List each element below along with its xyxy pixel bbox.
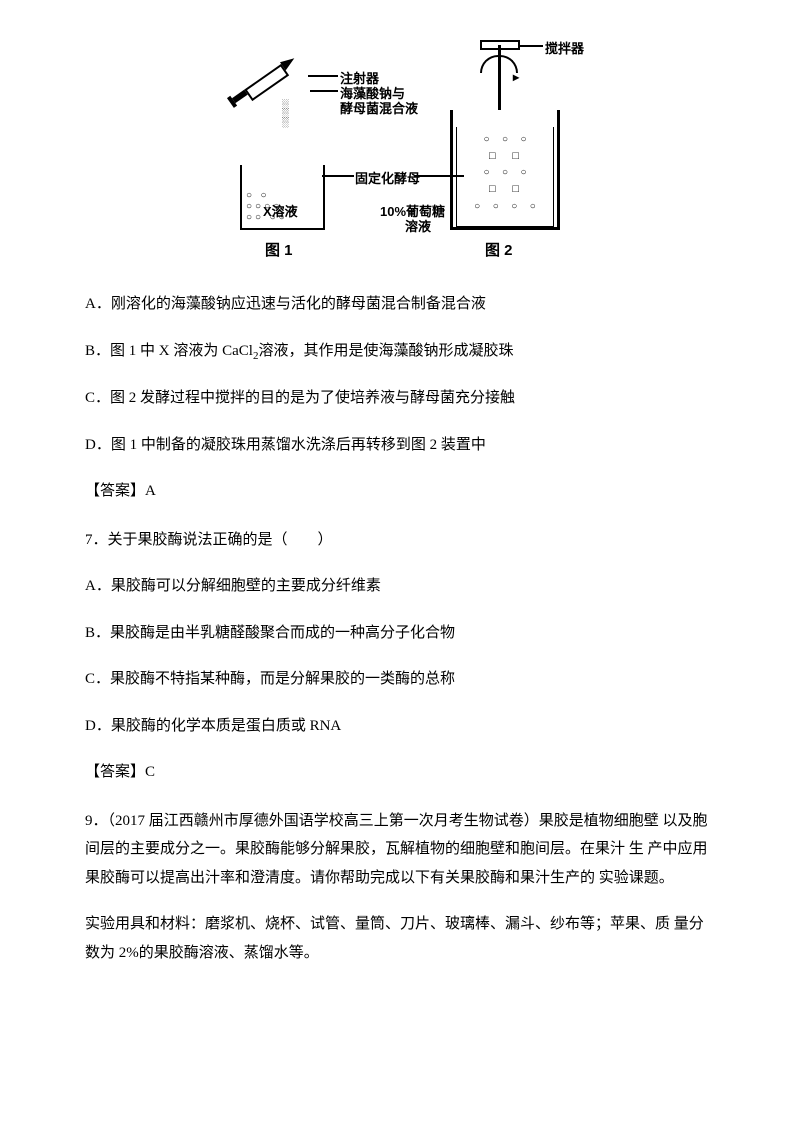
- leader-line: [308, 75, 338, 77]
- q6-option-c: C．图 2 发酵过程中搅拌的目的是为了使培养液与酵母菌充分接触: [85, 384, 715, 413]
- diagram-container: ░░░ ○ ○○○○○○○ ○○ ▸ ○ ○ ○□ □○ ○ ○□ □○ ○ ○…: [85, 40, 715, 265]
- label-mixture2: 酵母菌混合液: [340, 97, 418, 122]
- q7-option-d: D．果胶酶的化学本质是蛋白质或 RNA: [85, 712, 715, 741]
- q6-option-b: B．图 1 中 X 溶液为 CaCl2溶液，其作用是使海藻酸钠形成凝胶珠: [85, 337, 715, 367]
- experiment-diagram: ░░░ ○ ○○○○○○○ ○○ ▸ ○ ○ ○□ □○ ○ ○□ □○ ○ ○…: [220, 40, 580, 265]
- caption-fig1: 图 1: [265, 237, 293, 266]
- drops: ░░░: [282, 100, 288, 127]
- q9-materials: 实验用具和材料：磨浆机、烧杯、试管、量筒、刀片、玻璃棒、漏斗、纱布等；苹果、质 …: [85, 910, 715, 967]
- q7-option-c: C．果胶酶不特指某种酶，而是分解果胶的一类酶的总称: [85, 665, 715, 694]
- arrow-icon: ▸: [513, 66, 519, 89]
- leader-line: [322, 175, 354, 177]
- label-xsolution: X溶液: [263, 200, 298, 225]
- leader-line: [414, 175, 464, 177]
- q7-option-a: A．果胶酶可以分解细胞壁的主要成分纤维素: [85, 572, 715, 601]
- q7-option-b: B．果胶酶是由半乳糖醛酸聚合而成的一种高分子化合物: [85, 619, 715, 648]
- q6-option-d: D．图 1 中制备的凝胶珠用蒸馏水洗涤后再转移到图 2 装置中: [85, 431, 715, 460]
- leader-line: [518, 45, 543, 47]
- q6-answer: 【答案】A: [85, 477, 715, 506]
- label-immobilized: 固定化酵母: [355, 167, 420, 192]
- label-glucose2: 溶液: [405, 215, 431, 240]
- label-stirrer: 搅拌器: [545, 37, 584, 62]
- q7-answer: 【答案】C: [85, 758, 715, 787]
- leader-line: [310, 90, 338, 92]
- bubbles-2: ○ ○ ○□ □○ ○ ○□ □○ ○ ○ ○: [460, 132, 555, 215]
- q7-stem: 7．关于果胶酶说法正确的是（ ）: [85, 526, 715, 555]
- q6-option-a: A．刚溶化的海藻酸钠应迅速与活化的酵母菌混合制备混合液: [85, 290, 715, 319]
- caption-fig2: 图 2: [485, 237, 513, 266]
- q9-stem: 9．（2017 届江西赣州市厚德外国语学校高三上第一次月考生物试卷）果胶是植物细…: [85, 807, 715, 893]
